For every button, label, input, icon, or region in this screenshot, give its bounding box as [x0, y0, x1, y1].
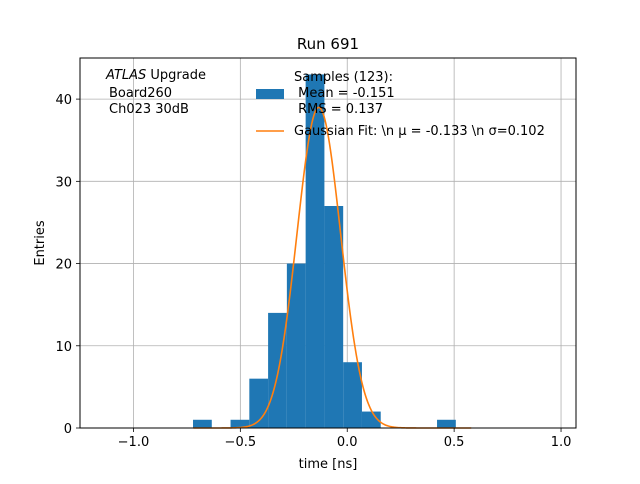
legend-hist-line-3: RMS = 0.137: [294, 102, 383, 117]
plot-frame: [79, 57, 577, 429]
atlas-annotation: ATLAS Upgrade Board260 Ch023 30dB: [105, 68, 206, 117]
annotation-atlas-italic: ATLAS: [105, 68, 146, 83]
y-tick-label: 40: [55, 93, 72, 108]
histogram-bar: [437, 419, 456, 428]
annotation-line-3: Ch023 30dB: [109, 102, 189, 117]
histogram-bar: [286, 263, 306, 428]
x-tick-label: 1.0: [551, 435, 572, 450]
x-tick-label: 0.0: [337, 435, 358, 450]
x-axis-label: time [ns]: [299, 457, 358, 472]
histogram-bar: [343, 362, 362, 428]
x-tick-label: −0.5: [225, 435, 257, 450]
annotation-line-2: Board260: [109, 86, 172, 101]
histogram-bar: [230, 419, 250, 428]
annotation-line-1: ATLAS Upgrade: [105, 68, 206, 83]
legend-hist-swatch: [256, 89, 284, 99]
annotation-upgrade: Upgrade: [146, 68, 206, 83]
y-tick-label: 30: [55, 175, 72, 190]
y-tick-label: 0: [64, 422, 72, 437]
histogram-bar: [193, 419, 212, 428]
x-axis-ticks: −1.0 −0.5 0.0 0.5 1.0: [118, 428, 572, 450]
y-tick-label: 10: [55, 340, 72, 355]
legend-fit-label: Gaussian Fit: \n μ = -0.133 \n σ=0.102: [294, 124, 545, 139]
histogram-bar: [324, 206, 344, 428]
x-tick-label: 0.5: [444, 435, 465, 450]
histogram-bar: [268, 312, 287, 428]
legend-hist-line-1: Samples (123):: [294, 70, 393, 85]
histogram-bar: [361, 411, 381, 428]
y-axis-ticks: 0 10 20 30 40: [55, 93, 80, 437]
y-tick-label: 20: [55, 258, 72, 273]
histogram-bars: [193, 74, 456, 428]
histogram-bar: [305, 74, 325, 428]
chart-title: Run 691: [297, 35, 359, 53]
legend-hist-line-2: Mean = -0.151: [294, 86, 395, 101]
legend: Samples (123): Mean = -0.151 RMS = 0.137…: [256, 70, 545, 139]
y-axis-label: Entries: [33, 220, 48, 266]
x-tick-label: −1.0: [118, 435, 150, 450]
